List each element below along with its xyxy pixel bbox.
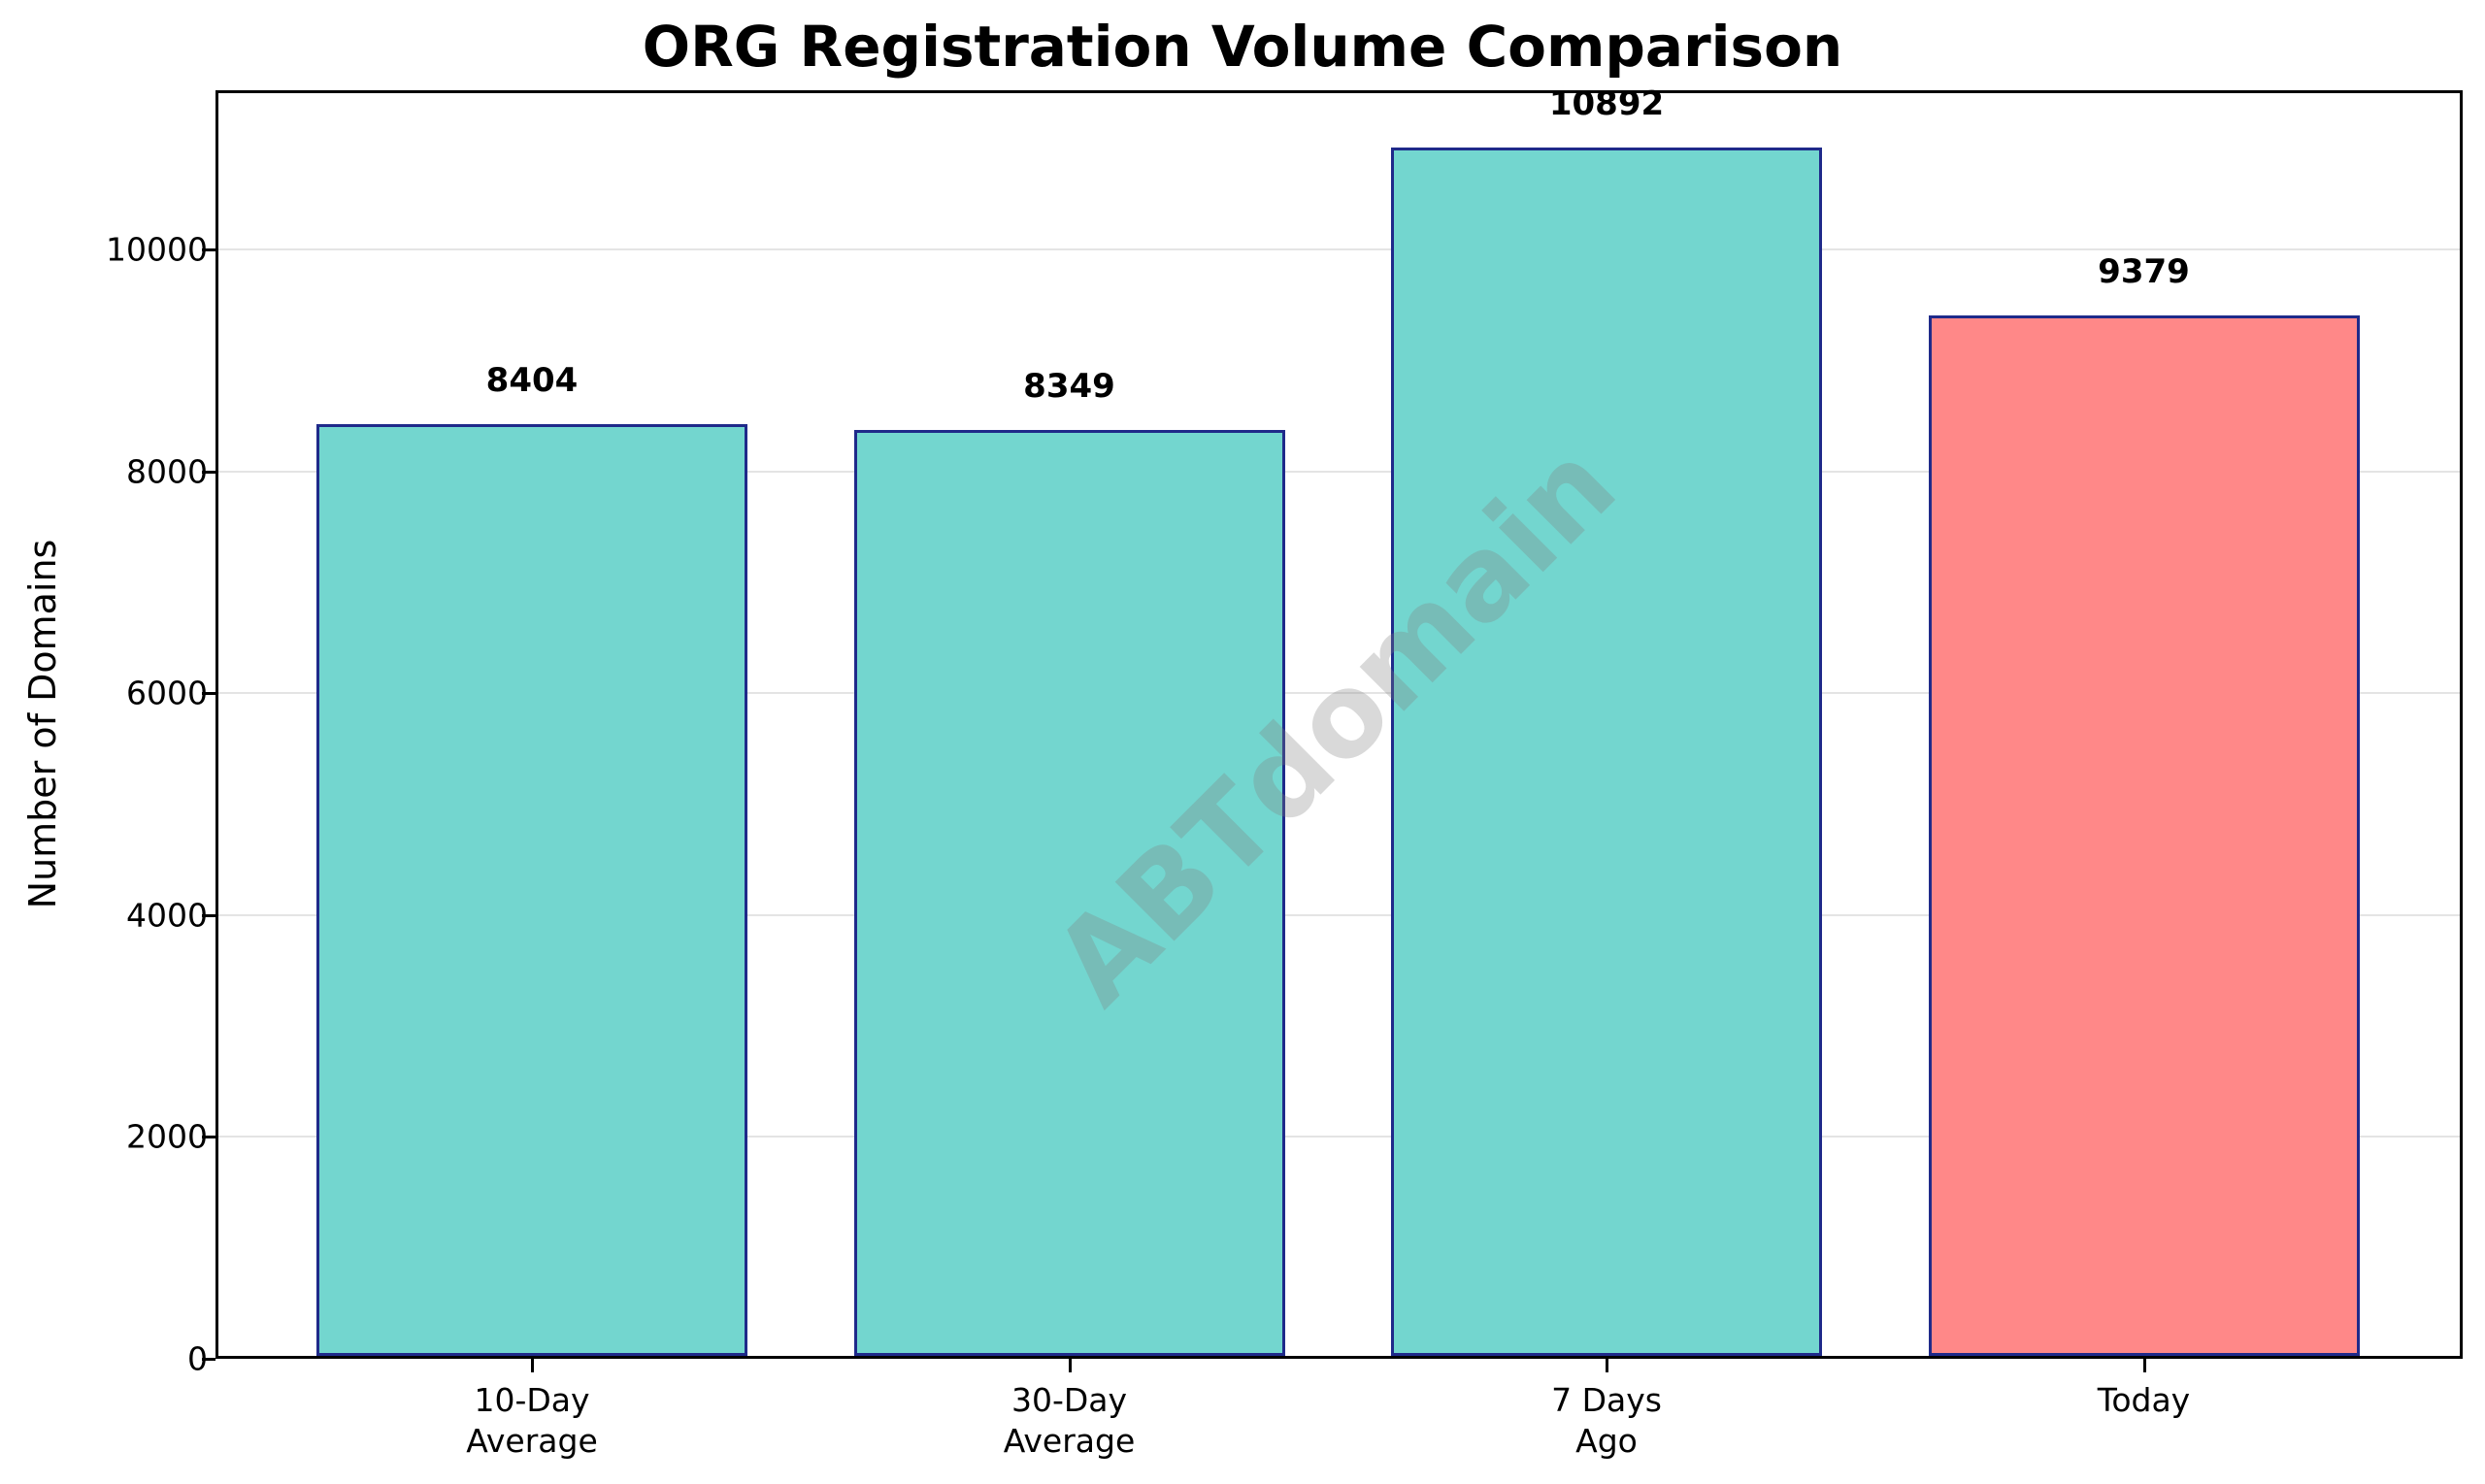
plot-area <box>215 90 2463 1359</box>
x-tick-mark <box>1606 1359 1608 1372</box>
bar <box>853 429 1285 1356</box>
bar <box>1391 148 1822 1356</box>
y-tick-label: 10000 <box>106 230 208 269</box>
y-tick-mark <box>202 692 215 696</box>
bar <box>1928 315 2360 1356</box>
x-tick-label: 10-Day Average <box>466 1381 598 1460</box>
y-tick-label: 6000 <box>126 674 208 712</box>
x-tick-label: 7 Days Ago <box>1551 1381 1662 1460</box>
y-tick-mark <box>202 470 215 474</box>
bar <box>316 423 747 1356</box>
x-tick-mark <box>1068 1359 1072 1372</box>
chart-title: ORG Registration Volume Comparison <box>642 14 1843 80</box>
y-tick-label: 0 <box>187 1339 208 1378</box>
gridline <box>218 1136 2460 1138</box>
x-tick-mark <box>2142 1359 2146 1372</box>
y-tick-mark <box>202 913 215 917</box>
gridline <box>218 692 2460 695</box>
gridline <box>218 248 2460 251</box>
bar-value-label: 10892 <box>1548 84 1665 124</box>
y-axis-label: Number of Domains <box>21 539 64 909</box>
bar-value-label: 8404 <box>485 360 579 400</box>
y-tick-label: 2000 <box>126 1117 208 1156</box>
y-tick-label: 8000 <box>126 452 208 491</box>
gridline <box>218 470 2460 473</box>
bar-value-label: 8349 <box>1023 366 1115 406</box>
y-tick-mark <box>202 1136 215 1139</box>
x-tick-label: 30-Day Average <box>1003 1381 1136 1460</box>
y-tick-label: 4000 <box>126 896 208 935</box>
x-tick-label: Today <box>2097 1381 2191 1419</box>
gridline <box>218 913 2460 916</box>
y-tick-mark <box>202 1358 215 1361</box>
bar-value-label: 9379 <box>2098 252 2190 292</box>
y-tick-mark <box>202 248 215 252</box>
x-tick-mark <box>531 1359 534 1372</box>
